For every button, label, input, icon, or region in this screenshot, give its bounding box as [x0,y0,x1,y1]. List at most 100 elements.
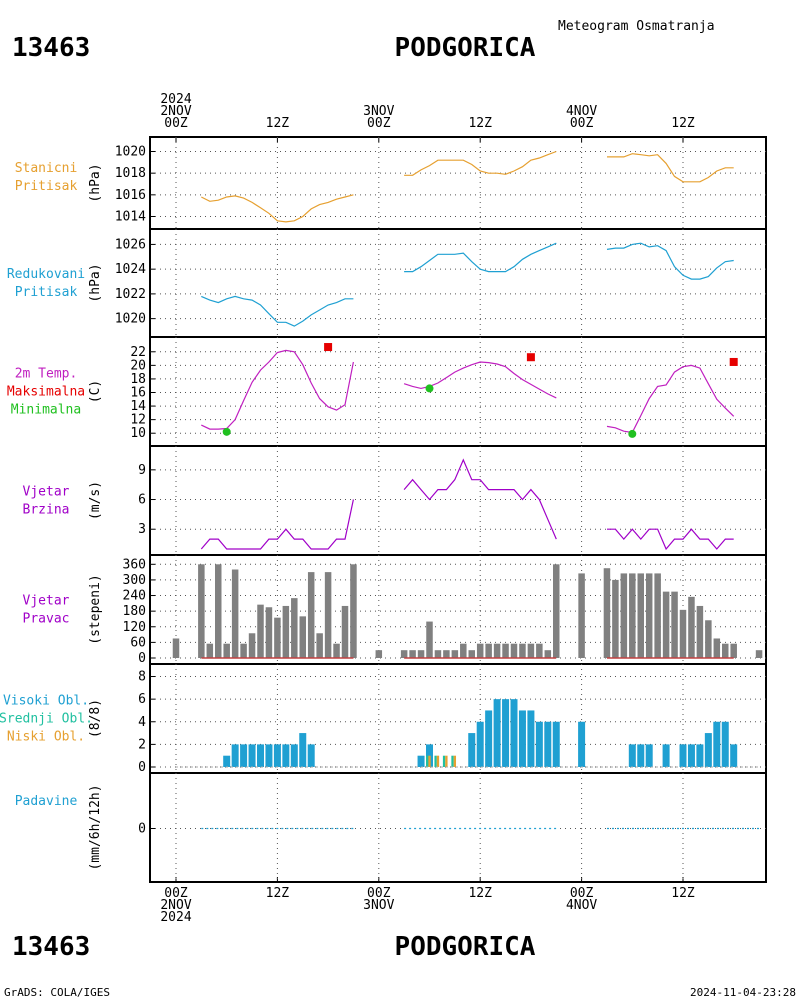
y-tick-label: 20 [130,358,146,373]
wind-direction-bar [536,643,543,658]
panel-frame [149,136,767,230]
high-cloud-bar [273,744,281,767]
panel-label-line: 2m Temp. [15,367,78,382]
maximum-marker [324,343,333,352]
time-axis-label: 3NOV [363,104,394,119]
time-axis-label: 2NOV [160,898,191,913]
high-cloud-bar [299,733,307,767]
panel-label-line: Pravac [23,612,70,627]
time-axis-label: 00Z [367,886,391,901]
high-cloud-bar [231,744,239,767]
series-line [201,194,354,223]
wind-direction-bar [231,569,239,658]
wind-direction-bar [198,564,205,658]
panel-label-line: Vjetar [23,594,70,609]
time-axis-label: 12Z [671,886,695,901]
high-cloud-bar [679,744,687,767]
y-tick-label: 60 [130,635,146,650]
wind-direction-bar [544,650,552,658]
wind-direction-bar [248,633,256,658]
wind-direction-bar [426,621,433,658]
series-line [607,153,734,183]
y-tick-label: 1024 [115,262,146,277]
series-line [606,364,735,434]
station-id-bottom: 13463 [12,932,90,962]
high-cloud-bar [493,699,501,767]
high-cloud-bar [265,744,273,767]
series-line [403,458,557,540]
y-unit-label: (hPa) [88,163,103,202]
high-cloud-bar [645,744,653,767]
series-line [200,499,354,550]
time-axis-label: 00Z [367,116,391,131]
high-cloud-bar [518,710,526,767]
wind-direction-bar [324,572,332,658]
high-cloud-bar [544,721,552,767]
time-axis-label: 00Z [164,116,188,131]
wind-direction-bar [409,650,416,658]
y-tick-label: 6 [138,692,146,707]
low-cloud-bar [428,755,431,767]
panel-frame [149,336,767,447]
station-name-bottom: PODGORICA [395,932,536,962]
high-cloud-bar [628,744,636,767]
wind-direction-bar [215,564,222,658]
wind-direction-bar [274,617,281,658]
y-tick-label: 3 [138,522,146,537]
y-tick-label: 22 [130,345,146,360]
panel-label-line: Pritisak [15,179,78,194]
wind-direction-bar [519,643,526,658]
wind-direction-bar [400,650,408,658]
y-tick-label: 1016 [115,188,146,203]
wind-direction-bar [316,633,323,658]
wind-direction-bar [696,605,704,658]
wind-direction-bar [637,573,644,658]
station-name-top: PODGORICA [395,33,536,63]
wind-direction-bar [629,573,636,658]
wind-direction-bar [553,564,560,658]
panel-label-line: Srednji Obl. [0,712,93,727]
wind-direction-bar [578,573,585,658]
time-axis-label: 4NOV [566,104,597,119]
wind-direction-bar [730,643,737,658]
y-tick-label: 4 [138,715,146,730]
panel-frame [149,228,767,338]
wind-direction-bar [476,643,484,658]
wind-direction-bar [375,650,383,658]
high-cloud-bar [578,721,586,767]
station-id-top: 13463 [12,33,90,63]
series-line [201,295,354,327]
series-line [607,528,734,551]
y-tick-label: 1020 [115,312,146,327]
render-timestamp: 2024-11-04-23:28 [690,986,796,999]
wind-direction-bar [755,650,763,658]
wind-direction-bar [713,638,721,658]
high-cloud-bar [687,744,695,767]
minimum-marker [425,384,434,393]
y-unit-label: (C) [88,380,103,403]
meteogram-panels: 1014101610181020(hPa)StanicniPritisak102… [0,136,767,883]
y-tick-label: 180 [123,604,146,619]
y-tick-label: 120 [123,620,146,635]
high-cloud-bar [704,733,712,767]
y-tick-label: 2 [138,737,146,752]
y-tick-label: 6 [138,493,146,508]
mid-cloud-bar [426,755,429,767]
y-tick-label: 8 [138,670,146,685]
wind-direction-bar [645,573,653,658]
y-unit-label: (8/8) [88,699,103,738]
wind-direction-bar [443,650,450,658]
y-unit-label: (m/s) [88,481,103,520]
y-tick-label: 240 [123,589,146,604]
y-tick-label: 1022 [115,287,146,302]
time-axis-label: 2024 [160,910,191,925]
y-tick-label: 1014 [115,210,146,225]
y-tick-label: 16 [130,386,146,401]
high-cloud-bar [527,710,535,767]
wind-direction-bar [671,591,678,658]
y-tick-label: 1018 [115,166,146,181]
wind-direction-bar [688,596,695,658]
wind-direction-bar [612,579,619,658]
